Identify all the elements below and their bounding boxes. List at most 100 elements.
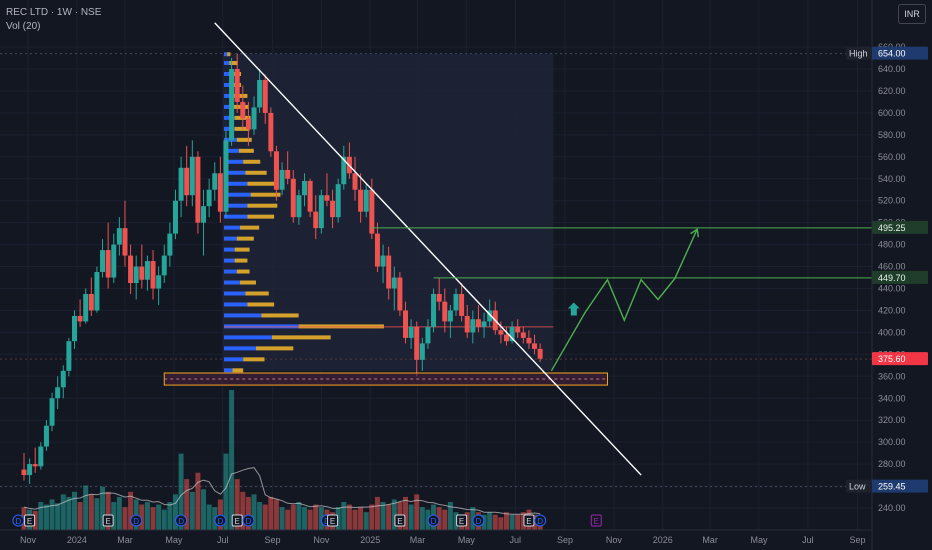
profile-down-bar — [261, 313, 299, 318]
candle-body — [414, 326, 420, 360]
candle-body — [318, 195, 324, 229]
profile-up-bar — [223, 368, 233, 373]
volume-bar — [144, 502, 150, 530]
volume-bar — [55, 503, 61, 530]
volume-ma-line — [23, 467, 541, 515]
dividend-icon[interactable]: D — [175, 514, 188, 527]
svg-text:D: D — [178, 517, 184, 526]
candle-body — [245, 118, 251, 130]
profile-down-bar — [234, 247, 250, 252]
symbol-title[interactable]: REC LTD · 1W · NSE — [6, 7, 102, 18]
y-tick-label: 600.00 — [878, 108, 906, 118]
volume-bar — [380, 502, 386, 530]
candle-body — [363, 189, 369, 212]
dividend-icon[interactable]: D — [130, 514, 143, 527]
volume-bar — [32, 510, 38, 530]
candle-body — [83, 293, 89, 322]
volume-bar — [60, 494, 66, 530]
candle-body — [509, 326, 515, 342]
candle-body — [49, 398, 55, 426]
candle-body — [240, 101, 246, 119]
candle-body — [341, 156, 347, 185]
earnings-icon[interactable]: E — [590, 514, 602, 527]
descending-trendline — [214, 22, 642, 476]
profile-down-bar — [232, 368, 244, 373]
profile-up-bar — [223, 225, 240, 230]
volume-bar — [302, 507, 308, 530]
volume-bar — [116, 496, 122, 530]
candle-body — [442, 301, 448, 322]
volume-profile-range — [0, 53, 872, 488]
dividend-icon[interactable]: D — [12, 514, 25, 527]
volume-bar — [391, 499, 397, 530]
earnings-icon[interactable]: E — [523, 514, 535, 527]
svg-text:D: D — [246, 517, 252, 526]
candle-body — [532, 343, 538, 349]
profile-down-bar — [250, 192, 281, 197]
earnings-icon[interactable]: E — [327, 514, 339, 527]
candle-body — [330, 200, 336, 218]
candle-body — [374, 233, 380, 267]
svg-text:E: E — [459, 517, 464, 526]
volume-indicator-label[interactable]: Vol (20) — [6, 21, 41, 32]
svg-text:D: D — [217, 517, 223, 526]
volume-bar — [251, 494, 257, 530]
volume-bar — [234, 479, 240, 530]
profile-up-bar — [223, 214, 248, 219]
drawings[interactable] — [163, 22, 872, 476]
volume-bar — [223, 453, 229, 530]
y-tick-label: 460.00 — [878, 262, 906, 272]
volume-bar — [369, 504, 375, 530]
volume-bar — [178, 453, 184, 530]
dividend-icon[interactable]: D — [242, 514, 255, 527]
profile-up-bar — [223, 52, 228, 57]
earnings-icon[interactable]: E — [394, 514, 406, 527]
volume-bar — [71, 491, 77, 530]
profile-down-bar — [229, 61, 238, 66]
dividend-icon[interactable]: D — [427, 514, 440, 527]
candle-body — [279, 169, 285, 190]
candle-body — [447, 310, 453, 322]
earnings-icon[interactable]: E — [231, 514, 243, 527]
x-tick-label: Mar — [410, 535, 426, 545]
y-tick-label: 560.00 — [878, 152, 906, 162]
candle-body — [436, 293, 442, 302]
volume-bar — [88, 494, 94, 530]
volume-bar — [49, 499, 55, 530]
profile-down-bar — [234, 126, 250, 131]
earnings-icon[interactable]: E — [456, 514, 468, 527]
svg-text:D: D — [537, 517, 543, 526]
x-tick-label: Mar — [117, 535, 133, 545]
profile-down-bar — [236, 236, 254, 241]
currency-button[interactable]: INR — [898, 4, 926, 24]
profile-down-bar — [247, 181, 276, 186]
y-tick-label: 520.00 — [878, 196, 906, 206]
profile-down-bar — [234, 258, 248, 263]
volume-bar — [352, 509, 358, 530]
candle-body — [403, 310, 409, 338]
candle-body — [122, 228, 128, 256]
y-tick-label: 640.00 — [878, 64, 906, 74]
y-tick-label: 480.00 — [878, 240, 906, 250]
volume-bar — [150, 507, 156, 530]
profile-up-bar — [223, 148, 239, 153]
dividend-icon[interactable]: D — [534, 514, 547, 527]
profile-down-bar — [243, 159, 261, 164]
candle-body — [520, 332, 526, 338]
profile-down-bar — [271, 335, 331, 340]
profile-up-bar — [223, 61, 230, 66]
volume-bar — [172, 494, 178, 530]
earnings-icon[interactable]: E — [24, 514, 36, 527]
volume-bar — [419, 507, 425, 530]
dividend-icon[interactable]: D — [214, 514, 227, 527]
profile-up-bar — [223, 269, 237, 274]
dividend-icon[interactable]: D — [472, 514, 485, 527]
candle-body — [27, 464, 33, 476]
x-tick-label: Jul — [510, 535, 522, 545]
candle-body — [189, 156, 195, 196]
svg-text:375.60: 375.60 — [878, 354, 906, 364]
earnings-icon[interactable]: E — [102, 514, 114, 527]
candle-body — [77, 315, 83, 322]
